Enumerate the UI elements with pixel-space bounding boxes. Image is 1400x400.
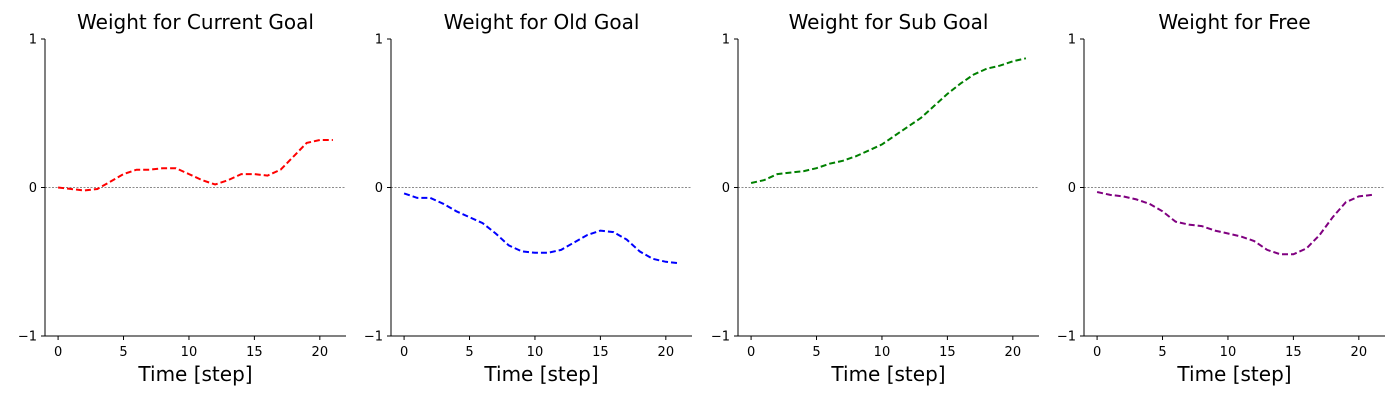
x-tick-label: 5 — [465, 345, 473, 360]
x-tick-label: 0 — [747, 345, 755, 360]
y-tick-label: 0 — [375, 181, 383, 196]
y-tick-label: 0 — [29, 181, 37, 196]
y-tick-label: 0 — [1068, 181, 1076, 196]
x-tick-label: 5 — [812, 345, 820, 360]
series-line — [57, 139, 333, 192]
x-tick-label: 20 — [658, 345, 675, 360]
x-tick-label: 20 — [312, 345, 329, 360]
x-tick-label: 5 — [119, 345, 127, 360]
x-axis-label: Time [step] — [483, 362, 598, 386]
y-tick-label: 1 — [29, 33, 37, 48]
x-tick-label: 0 — [400, 345, 408, 360]
y-tick-label: 1 — [1068, 33, 1076, 48]
chart-title: Weight for Old Goal — [444, 10, 640, 34]
x-axis-label: Time [step] — [1176, 362, 1291, 386]
y-tick-label: 0 — [722, 181, 730, 196]
series-line — [750, 57, 1027, 184]
x-tick-label: 15 — [939, 345, 956, 360]
x-tick-label: 10 — [527, 345, 544, 360]
chart-title: Weight for Sub Goal — [789, 10, 989, 34]
x-tick-label: 5 — [1158, 345, 1166, 360]
x-tick-label: 15 — [1285, 345, 1302, 360]
y-tick-label: 1 — [375, 33, 383, 48]
chart-title: Weight for Current Goal — [77, 10, 314, 34]
x-tick-label: 10 — [1220, 345, 1237, 360]
chart-title: Weight for Free — [1158, 10, 1310, 34]
x-tick-label: 20 — [1005, 345, 1022, 360]
x-tick-label: 10 — [181, 345, 198, 360]
series-line — [1096, 191, 1373, 256]
y-tick-label: −1 — [1057, 330, 1076, 345]
y-tick-label: 1 — [722, 33, 730, 48]
y-tick-label: −1 — [18, 330, 37, 345]
x-tick-label: 20 — [1351, 345, 1368, 360]
y-tick-label: −1 — [364, 330, 383, 345]
x-tick-label: 15 — [592, 345, 609, 360]
x-tick-label: 0 — [1093, 345, 1101, 360]
x-axis-label: Time [step] — [830, 362, 945, 386]
x-tick-label: 15 — [246, 345, 263, 360]
x-tick-label: 0 — [54, 345, 62, 360]
x-tick-label: 10 — [874, 345, 891, 360]
x-axis-label: Time [step] — [137, 362, 252, 386]
series-line — [403, 192, 680, 265]
y-tick-label: −1 — [711, 330, 730, 345]
